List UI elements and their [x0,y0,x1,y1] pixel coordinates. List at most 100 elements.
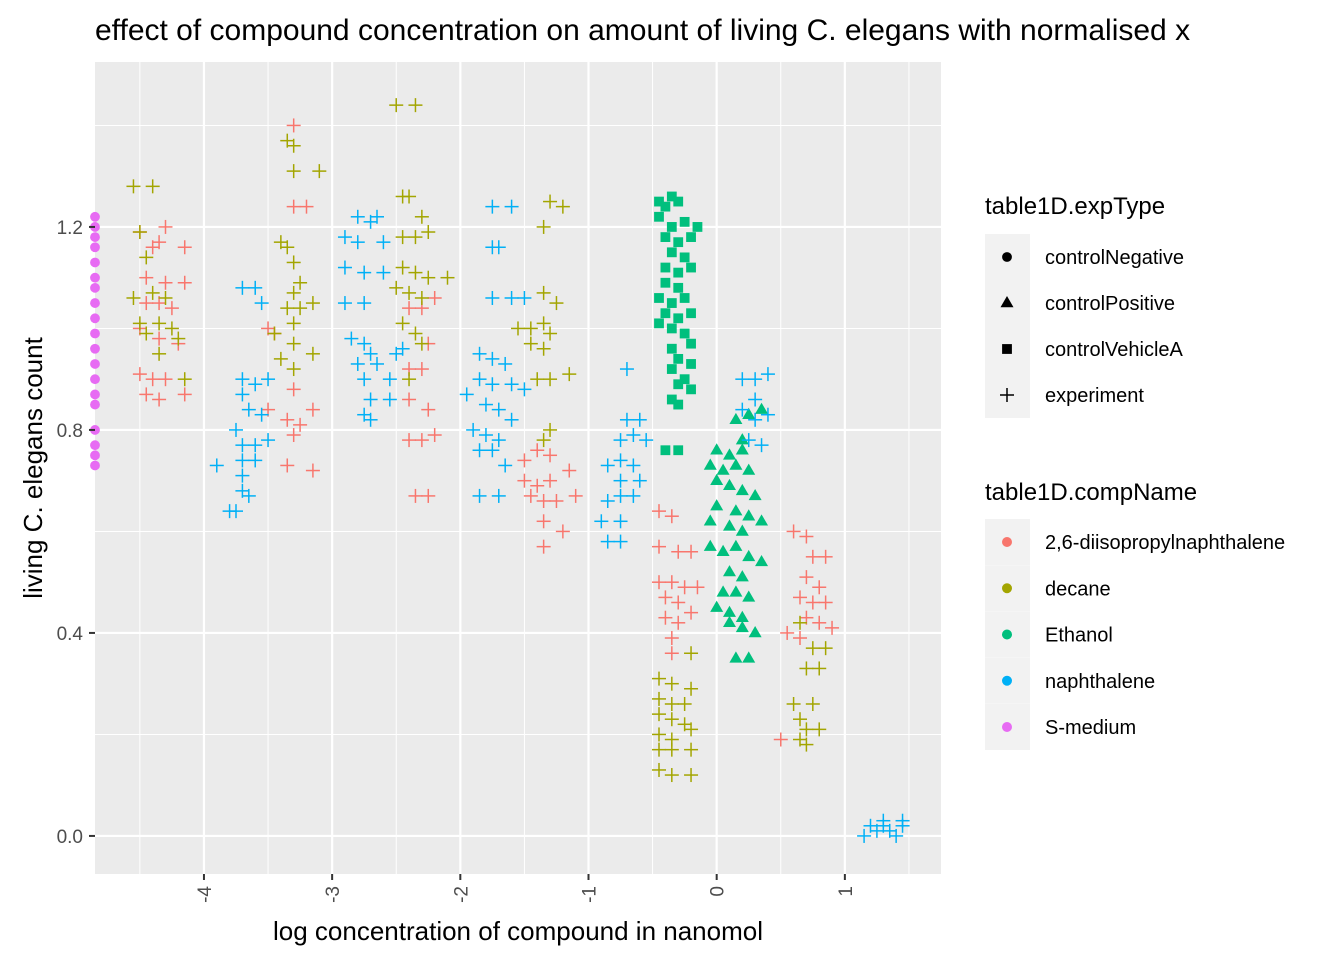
data-point [139,387,154,402]
data-point [543,422,558,437]
data-point [666,222,677,232]
data-point [673,237,684,248]
y-tick-label: 0.4 [57,624,84,645]
data-point [660,445,671,456]
data-point [664,712,679,727]
data-point [677,580,692,595]
data-point [472,488,487,503]
data-point [90,298,100,308]
data-point [139,270,154,285]
data-point [562,367,577,382]
data-point [491,488,506,503]
data-point [729,504,743,516]
legend-compname-label: S-medium [1045,717,1136,739]
data-point [267,326,282,341]
data-point [729,539,743,551]
data-point [742,407,756,419]
data-point [517,290,532,305]
data-point [305,346,320,361]
data-point [370,209,384,224]
data-point [664,509,679,524]
data-point [716,463,730,475]
data-point [799,529,814,544]
data-point [485,377,500,392]
data-point [679,328,690,339]
data-point [755,402,769,414]
data-point [729,458,743,470]
data-point [517,473,532,488]
data-point [632,473,647,488]
data-point [152,331,167,346]
data-point [613,453,628,468]
data-point [562,463,577,478]
data-point [395,260,410,275]
data-point [671,544,686,559]
data-point [812,661,827,676]
data-point [600,534,615,549]
data-point [177,372,192,387]
legend-key-square [1002,344,1012,354]
data-point [812,615,827,630]
data-point [402,372,417,387]
data-point [241,488,256,503]
data-point [229,504,243,519]
data-point [799,737,814,752]
data-point [286,199,301,214]
data-point [485,290,500,305]
data-point [376,265,391,280]
x-tick-label: 1 [836,886,857,897]
data-point [735,483,749,496]
x-tick-label: -2 [451,886,472,903]
data-point [273,351,288,366]
data-point [504,199,519,214]
data-point [517,453,532,468]
legend-compname-label: decane [1045,578,1111,600]
data-point [748,392,763,407]
x-tick-label: -4 [195,886,216,903]
y-tick-label: 1.2 [57,218,83,239]
data-point [472,443,487,458]
data-point [664,575,679,590]
data-point [652,762,666,777]
data-point [613,534,628,549]
data-point [742,549,756,562]
data-point [235,438,250,453]
data-point [536,493,551,508]
data-point [679,216,690,227]
data-point [654,196,664,207]
data-point [555,524,570,539]
data-point [152,316,167,331]
data-point [652,707,666,722]
y-axis: 0.0 0.4 0.8 1.2 [57,218,95,848]
data-point [686,232,696,242]
data-point [684,722,699,737]
legend-key-color [1002,675,1012,686]
data-point [177,387,192,402]
data-point [376,235,391,250]
data-point [748,625,762,638]
data-point [402,433,417,448]
data-point [235,387,250,402]
data-point [164,301,179,316]
data-point [312,164,327,179]
data-point [90,389,100,400]
data-point [363,392,378,407]
legend-key-color [1002,722,1012,732]
data-point [408,98,423,113]
data-point [293,417,308,432]
data-point [152,235,167,250]
data-point [658,590,673,605]
data-point [742,509,756,521]
data-point [786,696,801,711]
data-point [684,605,699,620]
data-point [812,580,827,595]
data-point [741,433,756,448]
data-point [805,641,820,656]
data-point [679,252,690,263]
data-point [742,463,756,475]
data-point [684,768,699,783]
data-point [760,367,775,382]
x-tick-label: -3 [323,886,344,903]
data-point [530,372,545,387]
data-point [235,468,250,483]
